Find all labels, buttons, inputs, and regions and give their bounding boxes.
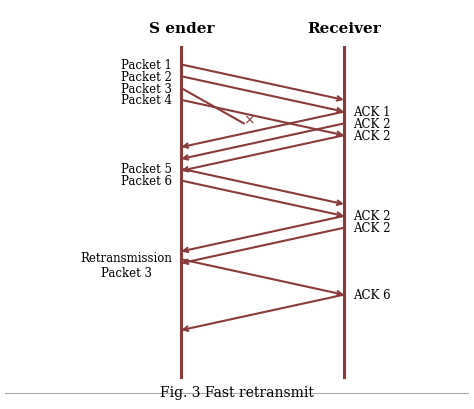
Text: Retransmission
Packet 3: Retransmission Packet 3 xyxy=(80,252,172,279)
Text: ×: × xyxy=(243,113,255,127)
Text: Packet 6: Packet 6 xyxy=(121,175,172,188)
Text: Receiver: Receiver xyxy=(307,22,381,36)
Text: Fig. 3 Fast retransmit: Fig. 3 Fast retransmit xyxy=(160,385,314,399)
Text: Packet 4: Packet 4 xyxy=(121,94,172,107)
Text: ACK 2: ACK 2 xyxy=(353,130,391,142)
Text: ACK 2: ACK 2 xyxy=(353,210,391,223)
Text: ACK 2: ACK 2 xyxy=(353,222,391,235)
Text: ACK 6: ACK 6 xyxy=(353,288,391,301)
Text: ACK 1: ACK 1 xyxy=(353,106,391,119)
Text: S ender: S ender xyxy=(148,22,214,36)
Text: Packet 5: Packet 5 xyxy=(121,163,172,176)
Text: ACK 2: ACK 2 xyxy=(353,118,391,130)
Text: Packet 1: Packet 1 xyxy=(121,59,172,72)
Text: Packet 2: Packet 2 xyxy=(121,71,172,83)
Text: Packet 3: Packet 3 xyxy=(121,82,172,95)
